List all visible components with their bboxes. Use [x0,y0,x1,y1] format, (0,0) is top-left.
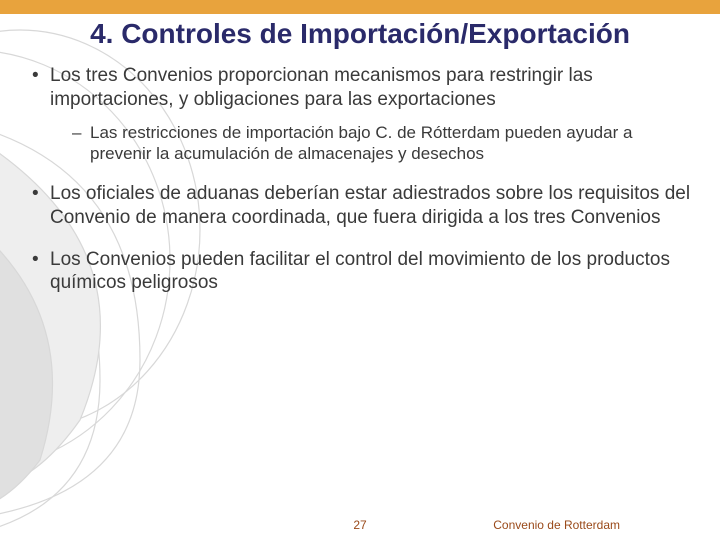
slide-title: 4. Controles de Importación/Exportación [28,18,692,50]
sub-bullet-list: Las restricciones de importación bajo C.… [50,122,692,165]
bullet-list: Los tres Convenios proporcionan mecanism… [28,64,692,295]
footer-label: Convenio de Rotterdam [493,518,620,532]
bullet-item: Los tres Convenios proporcionan mecanism… [28,64,692,164]
bullet-text: Los tres Convenios proporcionan mecanism… [50,65,593,110]
sub-bullet-item: Las restricciones de importación bajo C.… [50,122,692,165]
bullet-text: Los oficiales de aduanas deberían estar … [50,183,690,228]
bullet-item: Los oficiales de aduanas deberían estar … [28,182,692,230]
page-number: 27 [353,518,366,532]
bullet-item: Los Convenios pueden facilitar el contro… [28,248,692,296]
slide-content: 4. Controles de Importación/Exportación … [0,0,720,295]
bullet-text: Los Convenios pueden facilitar el contro… [50,249,670,294]
